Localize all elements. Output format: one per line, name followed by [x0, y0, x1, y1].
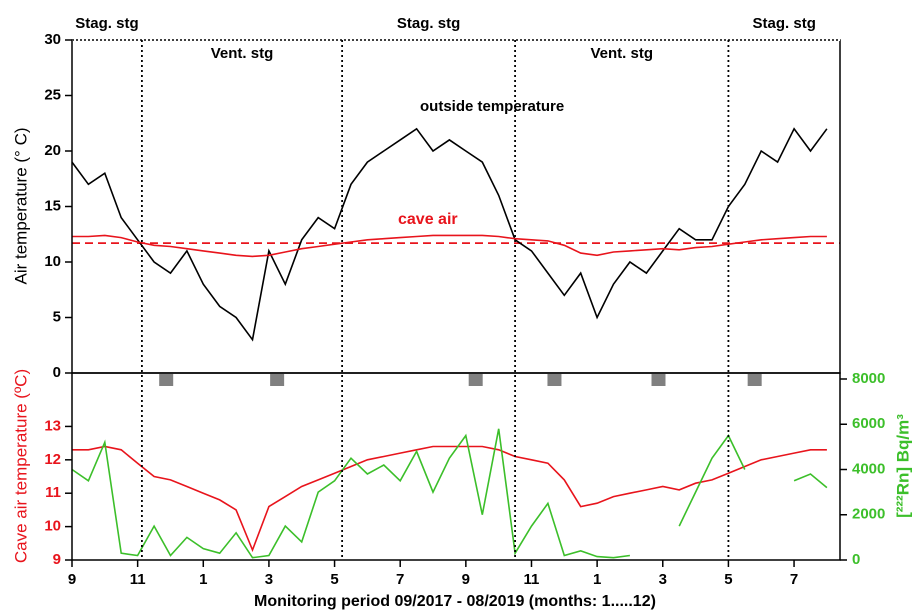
- annotation: outside temperature: [420, 98, 564, 115]
- data-line: [71, 428, 828, 559]
- sampling-marker: [159, 374, 174, 386]
- data-line: [72, 445, 827, 553]
- stage-label: Stag. stg: [753, 15, 816, 32]
- plot-frame: [71, 372, 841, 561]
- x-tick-label: 5: [330, 571, 338, 588]
- y2-tick-label: 0: [852, 551, 860, 568]
- x-tick-label: 11: [524, 571, 540, 588]
- stage-label: Vent. stg: [211, 45, 274, 62]
- y-tick-label: 5: [53, 308, 61, 325]
- y-tick-label: 15: [44, 197, 61, 214]
- x-tick-label: 7: [396, 571, 404, 588]
- x-tick-label: 9: [68, 571, 76, 588]
- y-tick-label: 9: [53, 551, 61, 568]
- y-tick-label: 13: [44, 417, 61, 434]
- x-axis-title: Monitoring period 09/2017 - 08/2019 (mon…: [254, 593, 656, 610]
- x-tick-label: 3: [265, 571, 273, 588]
- y2-tick-label: 2000: [852, 506, 885, 523]
- y-axis-title: Cave air temperature (ºC): [11, 369, 30, 563]
- sampling-marker: [651, 374, 666, 386]
- y-axis-title: Air temperature (° C): [11, 127, 30, 284]
- x-tick-label: 5: [724, 571, 732, 588]
- stage-label: Vent. stg: [590, 45, 653, 62]
- annotation: cave air: [398, 211, 458, 228]
- sampling-marker: [468, 374, 483, 386]
- y-tick-label: 10: [44, 253, 61, 270]
- data-line: [71, 127, 828, 342]
- y2-tick-label: 6000: [852, 415, 885, 432]
- x-tick-label: 1: [593, 571, 601, 588]
- y-tick-label: 25: [44, 86, 61, 103]
- stage-label: Stag. stg: [75, 15, 138, 32]
- x-tick-label: 1: [199, 571, 207, 588]
- y-tick-label: 0: [53, 364, 61, 381]
- x-tick-label: 7: [790, 571, 798, 588]
- y-tick-label: 10: [44, 518, 61, 535]
- y-tick-label: 20: [44, 142, 61, 159]
- y-tick-label: 11: [45, 484, 61, 501]
- data-line: [72, 234, 827, 258]
- x-tick-label: 9: [462, 571, 470, 588]
- x-tick-label: 11: [130, 571, 146, 588]
- sampling-marker: [547, 374, 562, 386]
- y-tick-label: 30: [44, 31, 61, 48]
- sampling-marker: [270, 374, 285, 386]
- plot-frame: [71, 39, 841, 374]
- stage-label: Stag. stg: [397, 15, 460, 32]
- x-tick-label: 3: [659, 571, 667, 588]
- y2-tick-label: 8000: [852, 370, 885, 387]
- y2-tick-label: 4000: [852, 460, 885, 477]
- y2-axis-title: [²²²Rn] Bq/m³: [893, 414, 912, 518]
- y-tick-label: 12: [44, 451, 61, 468]
- sampling-marker: [747, 374, 762, 386]
